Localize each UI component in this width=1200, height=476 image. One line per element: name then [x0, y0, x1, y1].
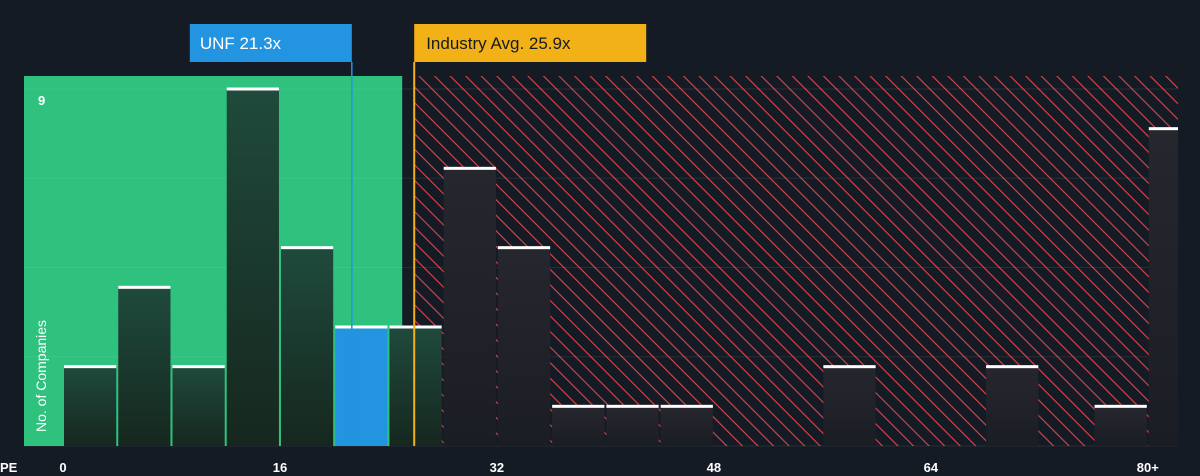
bar-cap: [986, 365, 1039, 369]
histogram-bar: [118, 287, 171, 446]
bar-cap: [335, 325, 388, 329]
bar-cap: [389, 325, 442, 329]
value-markers: [351, 62, 416, 446]
histogram-bar: [552, 406, 605, 446]
bar-cap: [118, 285, 171, 289]
bar-cap: [226, 87, 279, 91]
industry-avg-callout: Industry Avg. 25.9x: [414, 24, 647, 62]
bar-cap: [280, 246, 334, 250]
x-tick-label: 0: [59, 460, 66, 475]
histogram-bar: [1148, 128, 1178, 446]
bar-cap: [823, 365, 876, 369]
company-pe-label: UNF 21.3x: [200, 34, 282, 53]
bar-cap: [552, 404, 605, 408]
bar-cap: [64, 365, 117, 369]
x-tick-label: 80+: [1137, 460, 1159, 475]
x-tick-label: 48: [707, 460, 721, 475]
histogram-bar: [335, 327, 388, 446]
histogram-bar: [172, 366, 225, 446]
x-tick-label: 64: [924, 460, 939, 475]
histogram-bar: [660, 406, 713, 446]
histogram-bar: [443, 168, 496, 447]
bar-cap: [606, 404, 659, 408]
x-axis-ticks: 0 16 32 48 64 80+: [59, 460, 1159, 475]
histogram-bar: [280, 247, 334, 446]
x-axis-title: PE: [0, 460, 18, 475]
histogram-bar: [389, 327, 442, 446]
bar-cap: [660, 404, 713, 408]
bar-cap: [443, 166, 496, 170]
histogram-bar: [1094, 406, 1147, 446]
gridlines: [24, 88, 1178, 447]
x-tick-label: 32: [490, 460, 504, 475]
x-tick-label: 16: [273, 460, 287, 475]
y-axis-title: No. of Companies: [33, 320, 49, 432]
histogram-bar: [497, 247, 551, 446]
histogram-bar: [606, 406, 659, 446]
y-tick-label: 9: [38, 93, 45, 108]
histogram-bar: [823, 366, 876, 446]
histogram-bar: [64, 366, 117, 446]
histogram-bar: [986, 366, 1039, 446]
histogram-bars: [64, 87, 1178, 447]
histogram-bar: [226, 89, 279, 446]
bar-cap: [172, 365, 225, 369]
bar-cap: [1148, 127, 1178, 131]
bar-cap: [1094, 404, 1147, 408]
company-pe-callout: UNF 21.3x: [189, 24, 352, 62]
bar-cap: [497, 246, 551, 250]
industry-avg-label: Industry Avg. 25.9x: [426, 34, 571, 53]
